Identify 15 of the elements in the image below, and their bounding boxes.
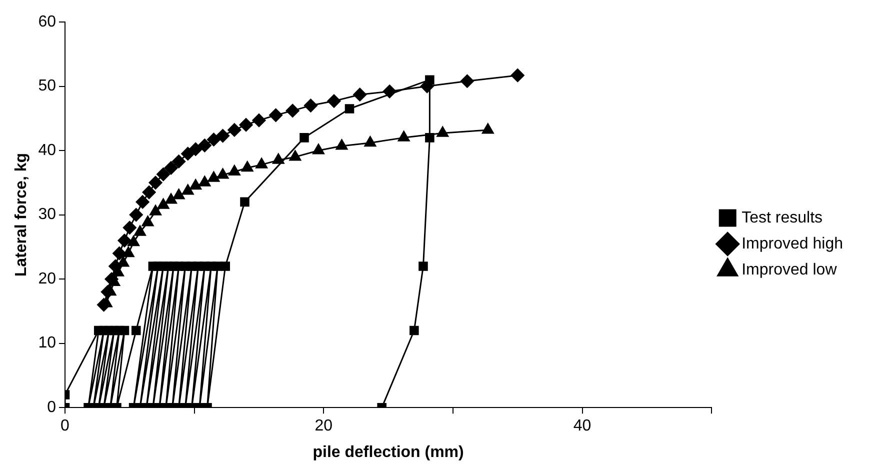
y-tick-label: 20 bbox=[38, 270, 56, 288]
y-tick-label: 40 bbox=[38, 142, 56, 159]
y-tick-label: 10 bbox=[38, 334, 56, 352]
x-tick-label: 40 bbox=[573, 418, 592, 435]
y-tick-label: 50 bbox=[38, 78, 56, 95]
legend-label: Improved high bbox=[742, 235, 843, 252]
x-tick-label: 0 bbox=[60, 418, 70, 435]
y-tick-label: 60 bbox=[38, 13, 56, 30]
x-tick-label: 20 bbox=[314, 418, 333, 435]
legend-label: Test results bbox=[742, 209, 823, 226]
y-tick-label: 30 bbox=[38, 206, 56, 224]
y-axis-title: Lateral force, kg bbox=[13, 152, 30, 277]
legend-label: Improved low bbox=[742, 261, 838, 278]
x-axis-title: pile deflection (mm) bbox=[312, 444, 464, 461]
y-tick-label: 0 bbox=[47, 399, 56, 416]
